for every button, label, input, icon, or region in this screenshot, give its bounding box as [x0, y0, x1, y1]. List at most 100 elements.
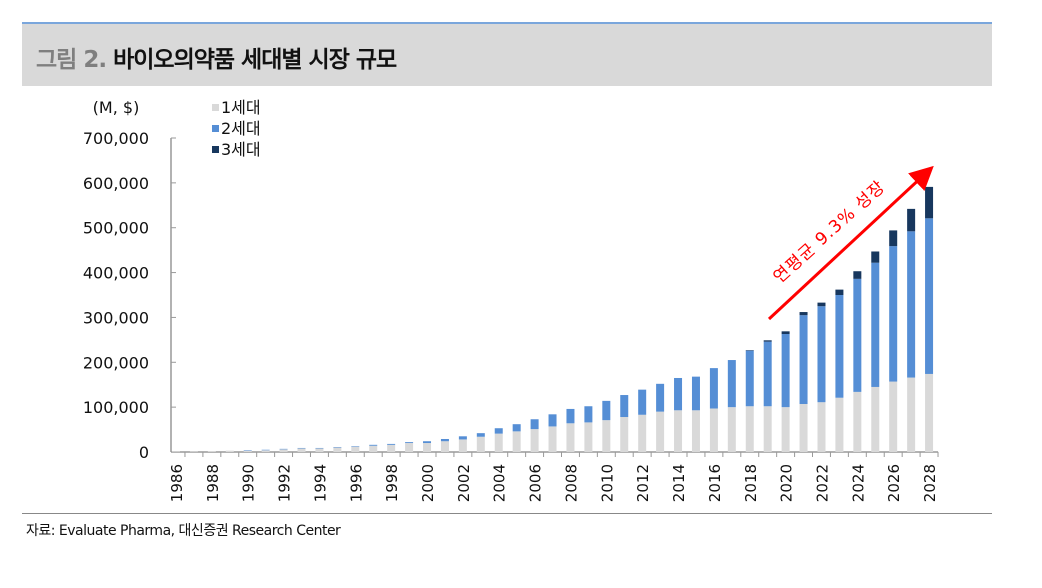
bar-segment-gen2-1996: [351, 446, 360, 447]
bar-segment-gen2-2028: [925, 218, 934, 374]
bar-segment-gen2-2012: [638, 389, 647, 415]
bar-segment-gen1-2009: [584, 422, 593, 452]
bar-segment-gen2-2013: [656, 383, 665, 412]
bar-segment-gen1-1997: [369, 445, 378, 452]
legend-swatch: [212, 125, 219, 132]
bar-segment-gen2-2007: [548, 414, 557, 427]
bar-segment-gen2-1995: [333, 447, 342, 448]
bar-segment-gen3-2022: [817, 302, 826, 307]
x-axis: 1986 1988 1990 1992 1994 1996 1998 2000 2002 2004…: [168, 451, 939, 502]
bar-segment-gen1-2008: [566, 423, 575, 452]
bar-segment-gen3-2028: [925, 186, 934, 219]
x-tick-label: 2020: [778, 464, 796, 502]
bar-segment-gen3-2021: [799, 312, 808, 316]
bar-segment-gen1-2022: [817, 402, 826, 452]
bar-segment-gen1-1996: [351, 446, 360, 452]
y-tick-label: 100,000: [83, 398, 149, 417]
x-tick-label: 2006: [527, 464, 545, 502]
x-tick-label: 2016: [706, 464, 724, 502]
bar-segment-gen2-2025: [871, 262, 880, 387]
bar-segment-gen1-2014: [674, 410, 683, 452]
bar-segment-gen3-2024: [853, 271, 862, 279]
x-tick-label: 1994: [311, 464, 329, 502]
bar-segment-gen2-1990: [243, 450, 252, 451]
bar-segment-gen3-2026: [889, 230, 898, 247]
bar-segment-gen1-2016: [709, 408, 718, 452]
bar-segment-gen1-2012: [638, 414, 647, 452]
bar-segment-gen2-2004: [494, 428, 503, 434]
bar-segment-gen2-2023: [835, 295, 844, 398]
header-rule: [22, 22, 992, 24]
bar-segment-gen2-2003: [476, 433, 485, 437]
bar-segment-gen1-2025: [871, 386, 880, 452]
bar-segment-gen2-2008: [566, 408, 575, 424]
bar-segment-gen2-2016: [709, 368, 718, 409]
bar-segment-gen1-2002: [458, 439, 467, 452]
bar-segment-gen2-1993: [297, 447, 306, 449]
legend-swatch: [212, 104, 219, 111]
y-tick-label: 300,000: [83, 308, 149, 327]
bar-segment-gen1-1991: [261, 450, 270, 452]
bar-segment-gen1-1990: [243, 450, 252, 452]
y-tick-label: 600,000: [83, 174, 149, 193]
x-tick-label: 1990: [240, 464, 258, 502]
bar-segment-gen3-2018: [745, 350, 754, 351]
bar-segment-gen2-1998: [387, 443, 396, 445]
legend: 1세대 2세대 3세대: [212, 98, 261, 159]
legend-label: 2세대: [221, 119, 261, 138]
y-tick-label: 200,000: [83, 353, 149, 372]
bar-segment-gen1-1993: [297, 448, 306, 452]
bar-segment-gen2-2014: [674, 377, 683, 411]
bar-segment-gen1-1998: [387, 444, 396, 452]
y-tick-label: 0: [139, 443, 149, 462]
x-tick-label: 2022: [813, 464, 831, 502]
legend-label: 1세대: [221, 98, 261, 117]
bar-segment-gen3-2019: [763, 340, 772, 342]
bar-segment-gen1-2027: [907, 377, 916, 452]
x-tick-label: 2002: [455, 464, 473, 502]
bar-segment-gen2-2009: [584, 406, 593, 423]
x-tick-label: 1996: [347, 464, 365, 502]
bar-segment-gen1-2004: [494, 433, 503, 452]
x-tick-label: 1986: [168, 464, 186, 502]
bar-segment-gen1-2011: [620, 417, 629, 452]
growth-annotation: 연평균 9.3% 성장: [767, 165, 934, 321]
x-tick-label: 2012: [634, 464, 652, 502]
bar-segment-gen1-1994: [315, 448, 324, 452]
bar-segment-gen1-2020: [781, 407, 790, 452]
bar-segment-gen1-2019: [763, 406, 772, 452]
bar-segment-gen2-2001: [440, 438, 449, 442]
bar-segment-gen2-2022: [817, 306, 826, 403]
y-tick-label: 700,000: [83, 129, 149, 148]
figure-title-text: 바이오의약품 세대별 시장 규모: [113, 47, 397, 73]
x-tick-label: 2014: [670, 464, 688, 502]
x-tick-label: 2008: [562, 464, 580, 502]
bar-segment-gen2-2027: [907, 231, 916, 378]
x-tick-label: 2024: [849, 464, 867, 502]
x-tick-label: 2026: [885, 464, 903, 502]
bar-segment-gen3-2027: [907, 208, 916, 232]
bar-segment-gen1-2028: [925, 373, 934, 452]
x-tick-label: 1992: [276, 464, 294, 502]
bar-segment-gen2-1997: [369, 444, 378, 446]
bar-segment-gen1-2015: [691, 410, 700, 452]
bar-segment-gen2-1991: [261, 449, 270, 451]
bar-segment-gen1-2023: [835, 397, 844, 452]
bar-segment-gen2-2018: [745, 350, 754, 407]
bar-segment-gen1-1987: [189, 451, 198, 453]
bar-segment-gen2-2024: [853, 278, 862, 392]
bar-segment-gen1-2026: [889, 381, 898, 452]
bar-segment-gen1-1988: [207, 451, 216, 452]
bar-segment-gen2-2021: [799, 315, 808, 405]
bar-segment-gen1-2021: [799, 404, 808, 452]
legend-swatch: [212, 146, 219, 153]
bar-segment-gen2-2026: [889, 246, 898, 382]
bar-segment-gen1-2010: [602, 420, 611, 452]
bar-segment-gen1-2018: [745, 406, 754, 452]
bar-segment-gen2-2019: [763, 341, 772, 407]
bar-segment-gen2-2006: [530, 419, 539, 430]
bar-segment-gen2-2002: [458, 436, 467, 440]
x-tick-label: 2028: [921, 464, 939, 502]
y-axis: 0 100,000 200,000 300,000 400,000 500,000 600,…: [83, 129, 176, 462]
